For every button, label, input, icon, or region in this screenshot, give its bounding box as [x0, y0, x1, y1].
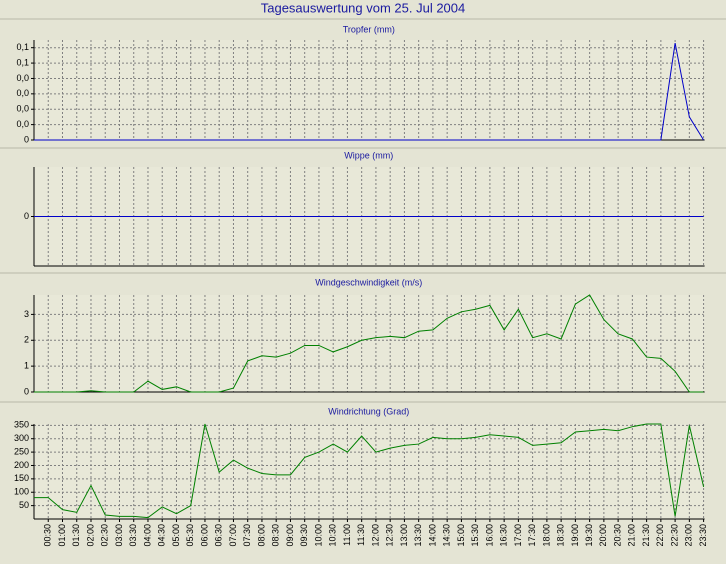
x-tick-label: 18:00: [541, 524, 551, 547]
x-tick-label: 17:00: [513, 524, 523, 547]
y-tick-label: 0,0: [16, 104, 29, 114]
y-tick-label: 0,0: [16, 88, 29, 98]
x-tick-label: 12:30: [385, 524, 395, 547]
x-tick-label: 06:30: [214, 524, 224, 547]
x-tick-label: 02:30: [100, 524, 110, 547]
x-tick-label: 17:30: [527, 524, 537, 547]
x-tick-label: 16:30: [499, 524, 509, 547]
x-tick-label: 23:00: [684, 524, 694, 547]
x-tick-label: 05:30: [185, 524, 195, 547]
y-tick-label: 0: [24, 134, 29, 144]
x-tick-label: 04:00: [142, 524, 152, 547]
y-tick-label: 300: [14, 433, 29, 443]
x-tick-label: 08:30: [271, 524, 281, 547]
plot-area: [34, 424, 705, 519]
x-tick-label: 22:30: [669, 524, 679, 547]
x-tick-label: 06:00: [199, 524, 209, 547]
x-tick-label: 02:00: [85, 524, 95, 547]
x-tick-label: 00:30: [43, 524, 53, 547]
x-tick-label: 21:00: [627, 524, 637, 547]
x-tick-label: 14:30: [442, 524, 452, 547]
panel-title: Windrichtung (Grad): [328, 406, 409, 416]
plot-area: [34, 295, 705, 392]
plot-area: [34, 40, 705, 140]
y-tick-label: 250: [14, 446, 29, 456]
x-tick-label: 22:00: [655, 524, 665, 547]
x-tick-label: 11:30: [356, 524, 366, 546]
x-tick-label: 20:30: [612, 524, 622, 547]
y-tick-label: 1: [24, 361, 29, 371]
x-tick-label: 21:30: [641, 524, 651, 547]
data-line: [34, 294, 704, 393]
x-tick-label: 15:00: [456, 524, 466, 547]
x-tick-label: 07:30: [242, 524, 252, 547]
data-line: [34, 423, 705, 519]
x-tick-label: 08:00: [256, 524, 266, 547]
panel-title: Wippe (mm): [344, 150, 393, 160]
x-tick-label: 13:30: [413, 524, 423, 547]
y-tick-label: 0,0: [16, 73, 29, 83]
y-tick-label: 2: [24, 335, 29, 345]
x-tick-label: 16:00: [484, 524, 494, 547]
panel-title: Windgeschwindigkeit (m/s): [315, 277, 422, 287]
data-line: [34, 42, 705, 141]
page-title: Tagesauswertung vom 25. Jul 2004: [261, 0, 466, 15]
x-tick-label: 15:30: [470, 524, 480, 547]
panel-title: Tropfer (mm): [343, 24, 395, 34]
x-tick-label: 03:30: [128, 524, 138, 547]
y-tick-label: 3: [24, 309, 29, 319]
y-tick-label: 0,0: [16, 119, 29, 129]
x-tick-label: 03:00: [114, 524, 124, 547]
y-tick-label: 0,1: [16, 57, 29, 67]
y-tick-label: 100: [14, 487, 29, 497]
x-tick-label: 07:00: [228, 524, 238, 547]
x-tick-label: 13:00: [399, 524, 409, 547]
x-tick-label: 14:00: [427, 524, 437, 547]
x-tick-label: 20:00: [598, 524, 608, 547]
x-tick-label: 19:30: [584, 524, 594, 547]
x-tick-label: 05:00: [171, 524, 181, 547]
x-tick-label: 10:00: [313, 524, 323, 547]
y-tick-label: 0,1: [16, 42, 29, 52]
x-tick-label: 18:30: [556, 524, 566, 547]
x-tick-label: 11:00: [342, 524, 352, 546]
y-tick-label: 0: [24, 386, 29, 396]
x-tick-label: 23:30: [698, 524, 708, 547]
x-tick-label: 09:00: [285, 524, 295, 547]
y-tick-label: 150: [14, 473, 29, 483]
x-tick-label: 09:30: [299, 524, 309, 547]
y-tick-label: 0: [24, 211, 29, 221]
x-tick-label: 12:00: [370, 524, 380, 547]
x-tick-label: 19:00: [570, 524, 580, 547]
x-tick-label: 04:30: [157, 524, 167, 547]
x-tick-label: 01:30: [71, 524, 81, 547]
y-tick-label: 200: [14, 460, 29, 470]
y-tick-label: 50: [19, 500, 29, 510]
y-tick-label: 350: [14, 420, 29, 430]
x-tick-label: 10:30: [328, 524, 338, 547]
x-tick-label: 01:00: [57, 524, 67, 547]
